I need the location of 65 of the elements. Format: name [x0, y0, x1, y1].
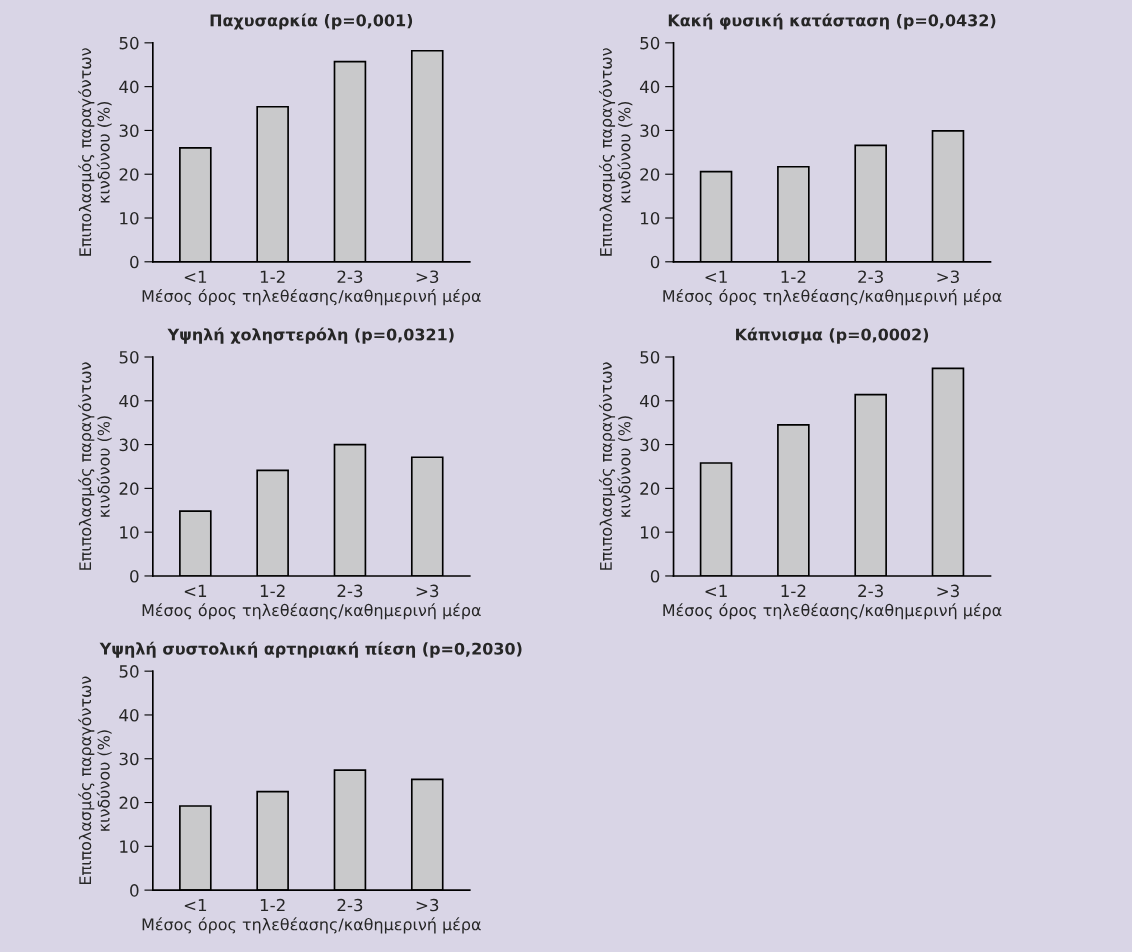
x-axis-title: Μέσος όρος τηλεθέασης/καθημερινή μέρα: [142, 603, 481, 620]
y-axis-title: Επιπολασμός παραγόντων κινδύνου (%): [598, 48, 633, 256]
y-tick-label: 40: [639, 80, 660, 94]
y-axis-title: Επιπολασμός παραγόντων κινδύνου (%): [78, 676, 112, 885]
chart-title: Κακή φυσική κατάσταση (p=0,0432): [668, 13, 996, 30]
x-axis-title: Μέσος όρος τηλεθέασης/καθημερινή μέρα: [663, 289, 1002, 306]
x-tick-label: 2-3: [337, 584, 363, 598]
y-tick-label: 10: [640, 526, 660, 539]
y-tick-label: 20: [119, 482, 139, 495]
x-tick-label: 2-3: [858, 270, 883, 284]
x-tick-label: 1-2: [260, 584, 285, 597]
x-tick-label: 1-2: [260, 898, 285, 912]
x-tick-label: >3: [416, 898, 439, 912]
x-tick-label: <1: [184, 584, 207, 597]
y-axis-title: Επιπολασμός παραγόντων κινδύνου (%): [78, 362, 112, 570]
y-axis-title: Επιπολασμός παραγόντων κινδύνου (%): [598, 362, 633, 570]
y-tick-label: 0: [650, 569, 660, 583]
y-tick-label: 40: [639, 394, 660, 408]
x-tick-label: <1: [184, 270, 207, 283]
y-tick-label: 10: [120, 840, 139, 853]
y-tick-label: 30: [119, 124, 139, 137]
y-tick-label: 20: [119, 796, 139, 810]
x-tick-label: >3: [937, 270, 959, 284]
y-tick-label: 10: [120, 526, 139, 539]
y-tick-label: 20: [640, 482, 660, 495]
x-tick-label: 1-2: [260, 270, 285, 283]
y-tick-label: 20: [640, 168, 660, 181]
x-axis-title: Μέσος όρος τηλεθέασης/καθημερινή μέρα: [663, 603, 1002, 620]
y-tick-label: 0: [130, 884, 139, 897]
y-tick-label: 50: [119, 350, 139, 364]
chart-title: Παχυσαρκία (p=0,001): [210, 13, 413, 30]
x-tick-label: >3: [416, 270, 439, 284]
x-tick-label: 2-3: [337, 270, 363, 284]
y-tick-label: 50: [640, 350, 660, 364]
y-tick-label: 40: [119, 80, 139, 94]
x-axis-title: Μέσος όρος τηλεθέασης/καθημερινή μέρα: [142, 917, 481, 934]
y-tick-label: 20: [119, 168, 139, 181]
x-tick-label: >3: [416, 584, 439, 598]
y-tick-label: 10: [640, 211, 660, 225]
x-tick-label: <1: [705, 270, 727, 283]
x-tick-label: 1-2: [781, 584, 806, 597]
y-tick-label: 0: [650, 255, 660, 269]
y-tick-label: 30: [119, 752, 139, 766]
y-tick-label: 30: [640, 438, 660, 452]
x-tick-label: >3: [937, 584, 959, 598]
y-tick-label: 30: [119, 438, 139, 452]
x-tick-label: <1: [705, 584, 727, 597]
y-tick-label: 50: [119, 665, 139, 678]
x-tick-label: 1-2: [781, 270, 806, 283]
y-axis-title: Επιπολασμός παραγόντων κινδύνου (%): [78, 48, 112, 256]
y-tick-label: 0: [130, 255, 139, 269]
chart-title: Υψηλή συστολική αρτηριακή πίεση (p=0,2030): [99, 641, 522, 658]
x-tick-label: 2-3: [858, 584, 883, 598]
x-axis-title: Μέσος όρος τηλεθέασης/καθημερινή μέρα: [142, 289, 481, 306]
chart-title: Κάπνισμα (p=0,0002): [736, 327, 929, 344]
y-tick-label: 40: [119, 708, 139, 722]
chart-title: Υψηλή χοληστερόλη (p=0,0321): [167, 327, 454, 344]
x-tick-label: <1: [184, 898, 207, 912]
y-tick-label: 40: [119, 394, 139, 408]
y-tick-label: 10: [120, 211, 139, 225]
y-tick-label: 0: [130, 569, 139, 583]
y-tick-label: 30: [640, 124, 660, 137]
x-tick-label: 2-3: [337, 898, 363, 912]
y-tick-label: 50: [119, 36, 139, 50]
y-tick-label: 50: [640, 36, 660, 50]
